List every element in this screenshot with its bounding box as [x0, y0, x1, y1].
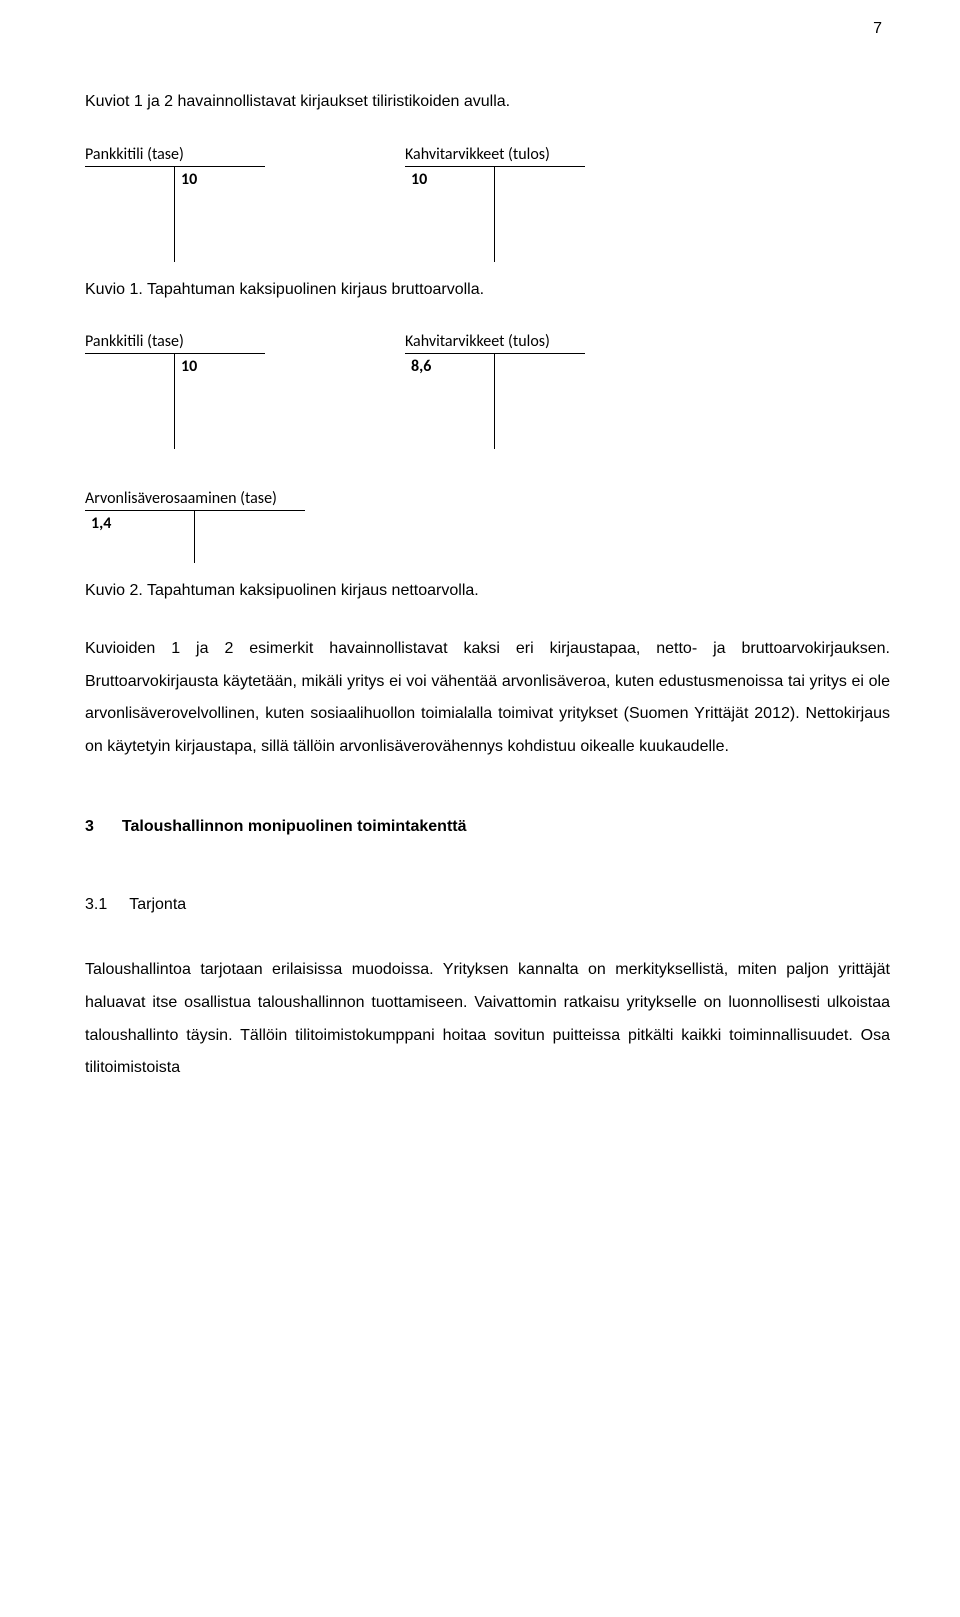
- t-account-credit: [495, 167, 585, 262]
- subheading-text: Tarjonta: [129, 896, 186, 914]
- t-account-credit: [195, 511, 305, 563]
- t-account-title: Kahvitarvikkeet (tulos): [405, 332, 585, 354]
- t-account-credit: [495, 354, 585, 449]
- t-account-title: Pankkitili (tase): [85, 145, 265, 167]
- page-number: 7: [873, 20, 882, 38]
- t-account-title: Kahvitarvikkeet (tulos): [405, 145, 585, 167]
- t-account-pankki-2: Pankkitili (tase) 10: [85, 332, 265, 449]
- figure-2-caption: Kuvio 2. Tapahtuman kaksipuolinen kirjau…: [85, 575, 890, 607]
- t-account-debit: [85, 167, 175, 262]
- t-account-debit: 8,6: [405, 354, 495, 449]
- heading-text: Taloushallinnon monipuolinen toimintaken…: [122, 818, 467, 836]
- subheading-number: 3.1: [85, 896, 107, 914]
- t-account-debit: 1,4: [85, 511, 195, 563]
- t-account-credit: 10: [175, 354, 265, 449]
- figure-2-row2: Arvonlisäverosaaminen (tase) 1,4: [85, 489, 890, 563]
- t-account-title: Pankkitili (tase): [85, 332, 265, 354]
- figure-1-caption: Kuvio 1. Tapahtuman kaksipuolinen kirjau…: [85, 274, 890, 306]
- heading-3-1: 3.1 Tarjonta: [85, 896, 890, 914]
- t-account-kahvi-2: Kahvitarvikkeet (tulos) 8,6: [405, 332, 585, 449]
- t-account-kahvi-1: Kahvitarvikkeet (tulos) 10: [405, 145, 585, 262]
- t-account-pankki-1: Pankkitili (tase) 10: [85, 145, 265, 262]
- intro-text: Kuviot 1 ja 2 havainnollistavat kirjauks…: [85, 86, 890, 119]
- t-account-credit: 10: [175, 167, 265, 262]
- figure-1: Pankkitili (tase) 10 Kahvitarvikkeet (tu…: [85, 145, 890, 262]
- t-account-debit: [85, 354, 175, 449]
- t-account-alv: Arvonlisäverosaaminen (tase) 1,4: [85, 489, 305, 563]
- t-account-title: Arvonlisäverosaaminen (tase): [85, 489, 305, 511]
- paragraph-main: Kuvioiden 1 ja 2 esimerkit havainnollist…: [85, 633, 890, 764]
- heading-number: 3: [85, 818, 94, 836]
- paragraph-final: Taloushallintoa tarjotaan erilaisissa mu…: [85, 954, 890, 1085]
- heading-3: 3 Taloushallinnon monipuolinen toimintak…: [85, 818, 890, 836]
- figure-2-row1: Pankkitili (tase) 10 Kahvitarvikkeet (tu…: [85, 332, 890, 449]
- t-account-debit: 10: [405, 167, 495, 262]
